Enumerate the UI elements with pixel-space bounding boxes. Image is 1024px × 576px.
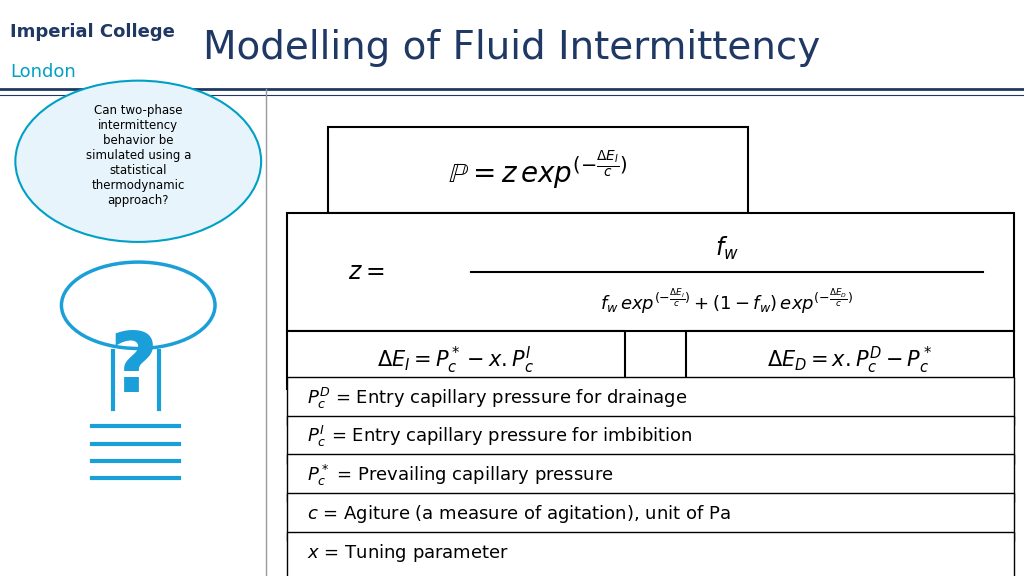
FancyBboxPatch shape [287, 454, 1014, 502]
FancyBboxPatch shape [287, 213, 1014, 331]
Text: $f_w\, \mathit{exp}^{(-\frac{\Delta E_I}{c})} + (1 - f_w)\, \mathit{exp}^{(-\fra: $f_w\, \mathit{exp}^{(-\frac{\Delta E_I}… [600, 287, 854, 317]
Text: $c$ = Agiture (a measure of agitation), unit of Pa: $c$ = Agiture (a measure of agitation), … [307, 503, 731, 525]
FancyBboxPatch shape [287, 416, 1014, 464]
Text: $\mathbb{P} = z\, \mathit{exp}^{(-\frac{\Delta E_I}{c})}$: $\mathbb{P} = z\, \mathit{exp}^{(-\frac{… [447, 149, 628, 191]
Text: Imperial College: Imperial College [10, 23, 175, 41]
Text: London: London [10, 63, 76, 81]
Text: $\Delta E_D = x.P_c^D - P_c^*$: $\Delta E_D = x.P_c^D - P_c^*$ [767, 344, 933, 376]
FancyBboxPatch shape [328, 127, 748, 213]
Text: $f_w$: $f_w$ [715, 234, 739, 262]
Text: ?: ? [109, 328, 158, 409]
Text: $\Delta E_I = P_c^* - x.P_c^I$: $\Delta E_I = P_c^* - x.P_c^I$ [377, 344, 535, 376]
Text: $z =$: $z =$ [348, 260, 384, 284]
Text: Can two-phase
intermittency
behavior be
simulated using a
statistical
thermodyna: Can two-phase intermittency behavior be … [86, 104, 190, 207]
Text: $P_c^D$ = Entry capillary pressure for drainage: $P_c^D$ = Entry capillary pressure for d… [307, 386, 687, 411]
FancyBboxPatch shape [287, 493, 1014, 541]
Text: $P_c^I$ = Entry capillary pressure for imbibition: $P_c^I$ = Entry capillary pressure for i… [307, 425, 693, 449]
Ellipse shape [15, 81, 261, 242]
FancyBboxPatch shape [287, 331, 625, 389]
Text: Modelling of Fluid Intermittency: Modelling of Fluid Intermittency [204, 29, 820, 67]
Text: $x$ = Tuning parameter: $x$ = Tuning parameter [307, 541, 509, 564]
FancyBboxPatch shape [686, 331, 1014, 389]
FancyBboxPatch shape [287, 377, 1014, 425]
FancyBboxPatch shape [287, 532, 1014, 576]
Text: $P_c^*$ = Prevailing capillary pressure: $P_c^*$ = Prevailing capillary pressure [307, 463, 613, 488]
